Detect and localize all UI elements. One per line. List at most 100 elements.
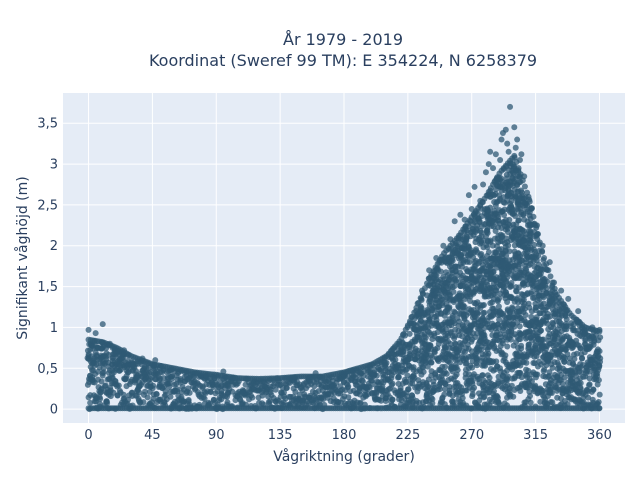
data-point xyxy=(478,372,485,379)
data-point xyxy=(389,380,396,387)
data-point xyxy=(523,371,530,378)
data-point xyxy=(515,217,522,224)
data-point xyxy=(482,169,489,176)
data-point xyxy=(528,205,535,212)
data-point xyxy=(586,381,593,388)
data-point xyxy=(576,368,583,375)
data-point xyxy=(444,309,451,316)
data-point xyxy=(99,321,106,328)
data-point xyxy=(162,388,169,395)
y-tick-label: 0,5 xyxy=(37,362,58,377)
y-tick-label: 2 xyxy=(50,239,58,254)
data-point xyxy=(451,335,458,342)
data-point xyxy=(539,387,546,394)
data-point xyxy=(440,242,447,249)
data-point xyxy=(546,259,553,266)
data-point xyxy=(487,148,494,155)
data-point xyxy=(447,236,454,243)
data-point xyxy=(547,273,554,280)
data-point xyxy=(494,177,501,184)
data-point xyxy=(516,323,523,330)
data-point xyxy=(518,151,525,158)
data-point xyxy=(561,358,568,365)
data-point xyxy=(406,330,413,337)
data-point xyxy=(432,272,439,279)
data-point xyxy=(166,383,173,390)
y-tick-label: 2,5 xyxy=(37,198,58,213)
data-point xyxy=(405,386,412,393)
data-point xyxy=(577,380,584,387)
data-point xyxy=(551,285,558,292)
data-point xyxy=(485,249,492,256)
data-point xyxy=(312,370,319,377)
data-point xyxy=(586,375,593,382)
data-point xyxy=(595,377,602,384)
data-point xyxy=(373,372,380,379)
data-point xyxy=(415,377,422,384)
data-point xyxy=(449,257,456,264)
data-point xyxy=(521,183,528,190)
data-point xyxy=(597,358,604,365)
data-point xyxy=(201,395,208,402)
data-point xyxy=(526,388,533,395)
data-point xyxy=(461,303,468,310)
data-point xyxy=(575,308,582,315)
data-point xyxy=(133,374,140,381)
y-tick-label: 0 xyxy=(50,403,58,418)
x-tick-label: 90 xyxy=(208,428,225,443)
data-point xyxy=(504,373,511,380)
data-point xyxy=(104,400,111,407)
data-point xyxy=(538,248,545,255)
data-point xyxy=(116,387,123,394)
data-point xyxy=(272,386,279,393)
data-point xyxy=(87,399,94,406)
data-point xyxy=(85,326,92,333)
data-point xyxy=(98,378,105,385)
data-point xyxy=(380,379,387,386)
data-point xyxy=(442,295,449,302)
data-point xyxy=(497,156,504,163)
data-point xyxy=(518,342,525,349)
data-point xyxy=(359,378,366,385)
data-point xyxy=(549,364,556,371)
data-point xyxy=(589,324,596,331)
data-point xyxy=(459,394,466,401)
data-point xyxy=(545,267,552,274)
data-point xyxy=(528,289,535,296)
data-point xyxy=(474,310,481,317)
y-tick-label: 1 xyxy=(50,321,58,336)
data-point xyxy=(419,363,426,370)
data-point xyxy=(100,365,107,372)
data-point xyxy=(97,389,104,396)
data-point xyxy=(461,216,468,223)
data-point xyxy=(210,396,217,403)
data-point xyxy=(168,373,175,380)
data-point xyxy=(470,290,477,297)
data-point xyxy=(559,337,566,344)
data-point xyxy=(136,389,143,396)
data-point xyxy=(505,148,512,155)
data-point xyxy=(477,197,484,204)
data-point xyxy=(596,405,603,412)
data-point xyxy=(471,384,478,391)
chart-title-line-1: År 1979 - 2019 xyxy=(283,30,403,49)
data-point xyxy=(443,370,450,377)
data-point xyxy=(495,214,502,221)
data-point xyxy=(503,252,510,259)
data-point xyxy=(534,230,541,237)
data-point xyxy=(152,357,159,364)
data-point xyxy=(174,388,181,395)
data-point xyxy=(451,308,458,315)
data-point xyxy=(563,326,570,333)
data-point xyxy=(480,394,487,401)
data-point xyxy=(99,372,106,379)
data-point xyxy=(570,327,577,334)
data-point xyxy=(504,299,511,306)
data-point xyxy=(426,267,433,274)
data-point xyxy=(505,242,512,249)
data-point xyxy=(177,377,184,384)
data-point xyxy=(523,353,530,360)
x-tick-label: 0 xyxy=(84,428,92,443)
data-point xyxy=(469,364,476,371)
data-point xyxy=(123,375,130,382)
